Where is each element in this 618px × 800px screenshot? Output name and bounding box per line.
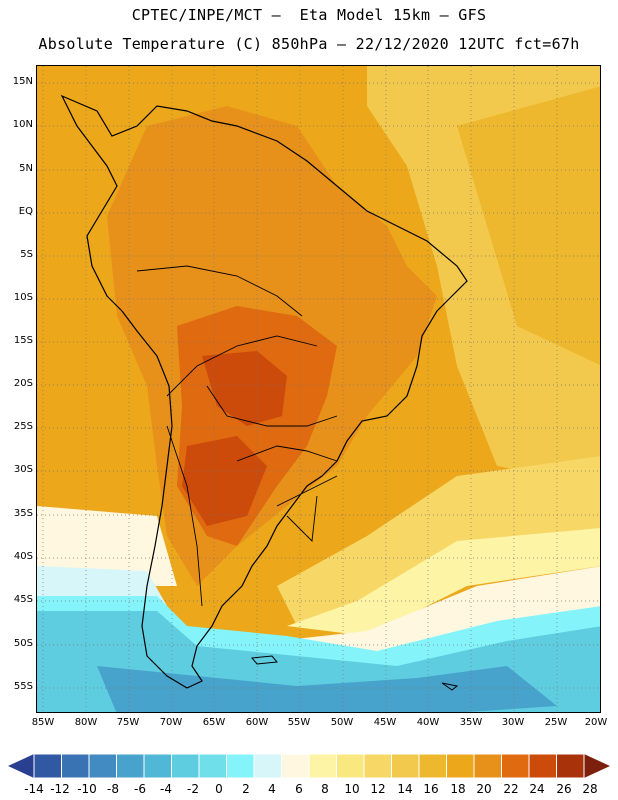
lat-label-eq: EQ [18, 206, 33, 217]
colorbar-cell [308, 753, 337, 779]
colorbar-cell [473, 753, 502, 779]
lon-label-25w: 25W [544, 717, 568, 728]
lat-label-15n: 15N [12, 76, 33, 87]
colorbar-label-10: 10 [344, 782, 360, 796]
colorbar-label-4: 4 [268, 782, 276, 796]
title-line-1: CPTEC/INPE/MCT – Eta Model 15km – GFS [131, 6, 487, 24]
field-cool-south-6-8 [277, 566, 600, 656]
lon-label-80w: 80W [74, 717, 98, 728]
colorbar-right-arrow [584, 754, 610, 778]
south-georgia [441, 682, 459, 691]
lon-label-65w: 65W [202, 717, 226, 728]
colorbar-label-neg6: -6 [134, 782, 146, 796]
colorbar-label-28: 28 [582, 782, 598, 796]
colorbar-label-neg2: -2 [187, 782, 199, 796]
lon-label-45w: 45W [373, 717, 397, 728]
colorbar-label-neg14: -14 [24, 782, 44, 796]
field-atlantic-16 [457, 86, 600, 366]
colorbar-cell [281, 753, 310, 779]
colorbar-cell [501, 753, 530, 779]
colorbar-label-8: 8 [321, 782, 329, 796]
lat-label-30s: 30S [13, 464, 33, 475]
field-band-8-10 [287, 528, 600, 636]
colorbar [8, 753, 610, 779]
colorbar-cell [336, 753, 365, 779]
colorbar-cell [143, 753, 172, 779]
colorbar-cell [528, 753, 557, 779]
field-cool-west-6-8 [37, 506, 177, 586]
colorbar-cell [116, 753, 145, 779]
colorbar-label-22: 22 [503, 782, 519, 796]
field-hottest-22-24-south [182, 436, 267, 526]
temperature-map[interactable] [36, 65, 601, 713]
country-borders [136, 265, 338, 607]
lat-label-35s: 35S [13, 508, 33, 519]
title-line-2: Absolute Temperature (C) 850hPa – 22/12/… [38, 35, 580, 53]
lat-label-55s: 55S [13, 681, 33, 692]
colorbar-label-20: 20 [476, 782, 492, 796]
colorbar-cell [446, 753, 475, 779]
colorbar-cell [253, 753, 282, 779]
coastline [60, 94, 468, 689]
colorbar-left-arrow [8, 754, 34, 778]
colorbar-label-neg4: -4 [160, 782, 172, 796]
colorbar-label-14: 14 [397, 782, 413, 796]
colorbar-label-2: 2 [242, 782, 250, 796]
colorbar-cell [61, 753, 90, 779]
lon-label-40w: 40W [416, 717, 440, 728]
field-band-12-14 [277, 456, 600, 626]
colorbar-label-6: 6 [295, 782, 303, 796]
lat-label-40s: 40S [13, 551, 33, 562]
colorbar-label-12: 12 [370, 782, 386, 796]
colorbar-cell [418, 753, 447, 779]
lon-label-30w: 30W [501, 717, 525, 728]
lat-label-5s: 5S [20, 249, 33, 260]
lon-label-70w: 70W [159, 717, 183, 728]
lon-label-55w: 55W [287, 717, 311, 728]
colorbar-label-neg12: -12 [50, 782, 70, 796]
lat-label-10n: 10N [12, 119, 33, 130]
lat-label-15s: 15S [13, 335, 33, 346]
colorbar-cell [226, 753, 255, 779]
colorbar-label-neg10: -10 [77, 782, 97, 796]
colorbar-label-16: 16 [423, 782, 439, 796]
map-gridlines [37, 66, 600, 712]
lat-label-50s: 50S [13, 638, 33, 649]
lon-label-60w: 60W [245, 717, 269, 728]
field-cold-neg [97, 666, 557, 712]
lat-label-20s: 20S [13, 378, 33, 389]
temperature-field-svg [37, 66, 600, 712]
lat-label-45s: 45S [13, 594, 33, 605]
lon-label-50w: 50W [330, 717, 354, 728]
lat-label-25s: 25S [13, 421, 33, 432]
colorbar-label-0: 0 [215, 782, 223, 796]
colorbar-label-24: 24 [529, 782, 545, 796]
lon-label-20w: 20W [584, 717, 608, 728]
lon-label-85w: 85W [31, 717, 55, 728]
colorbar-cell [33, 753, 62, 779]
colorbar-cell [88, 753, 117, 779]
lon-label-75w: 75W [116, 717, 140, 728]
colorbar-cell [556, 753, 585, 779]
colorbar-cell [171, 753, 200, 779]
colorbar-label-neg8: -8 [107, 782, 119, 796]
colorbar-label-18: 18 [450, 782, 466, 796]
colorbar-cell [198, 753, 227, 779]
colorbar-label-26: 26 [556, 782, 572, 796]
field-hottest-22-24 [202, 351, 287, 426]
lon-label-35w: 35W [459, 717, 483, 728]
colorbar-cell [363, 753, 392, 779]
falkland-islands [251, 655, 278, 665]
colorbar-cell [391, 753, 420, 779]
lat-label-5n: 5N [19, 163, 33, 174]
lat-label-10s: 10S [13, 292, 33, 303]
